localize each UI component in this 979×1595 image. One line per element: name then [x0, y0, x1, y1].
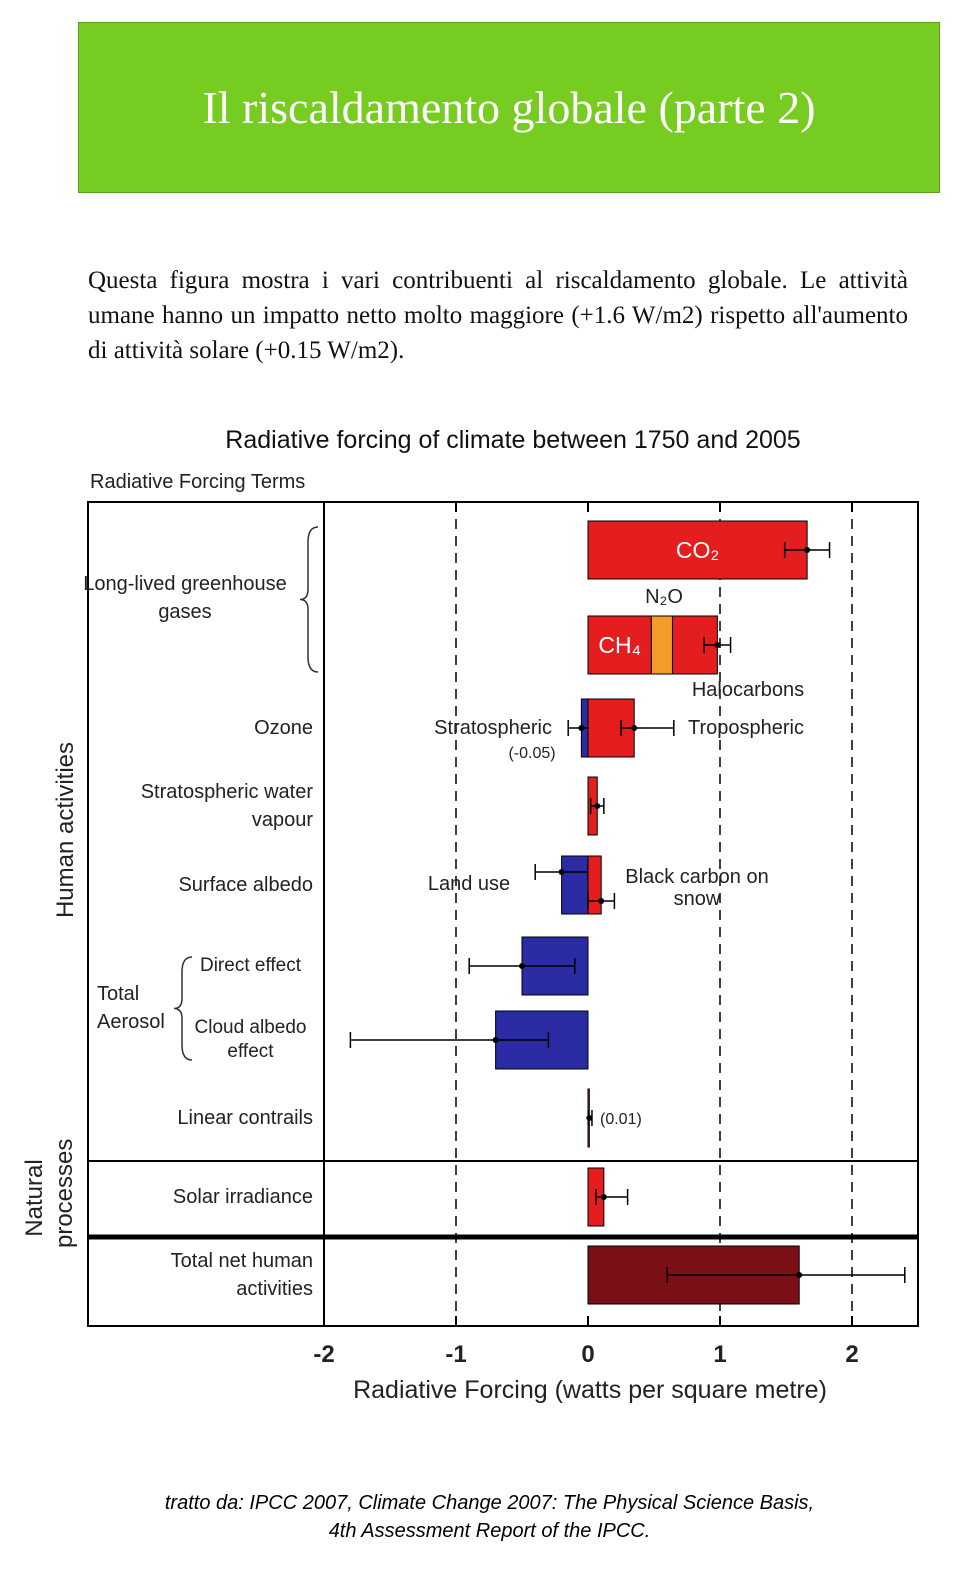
error-bar	[586, 1110, 593, 1126]
x-tick-label: 0	[581, 1341, 595, 1368]
bar-label: Land use	[427, 873, 511, 895]
error-bar-part	[600, 1194, 607, 1200]
bar-label: Stratospheric	[434, 717, 552, 739]
bar	[587, 615, 652, 675]
bar-label: Black carbon on snow	[625, 866, 769, 910]
group-label: Long-lived greenhouse gases	[83, 573, 287, 623]
error-bar	[666, 1267, 906, 1283]
error-bar	[589, 798, 605, 814]
x-tick-label: 1	[713, 1341, 727, 1368]
error-bar-part	[714, 642, 721, 648]
x-tick-label: -1	[445, 1341, 467, 1368]
x-tick-label: 2	[845, 1341, 859, 1368]
error-bar	[595, 1189, 629, 1205]
error-bar-part	[558, 869, 565, 875]
error-bar	[620, 720, 675, 736]
bar	[587, 855, 602, 915]
value-label: (0.01)	[600, 1111, 642, 1128]
error-bar-part	[578, 725, 585, 731]
row-label: Direct effect	[199, 955, 302, 976]
error-bar-part	[631, 725, 638, 731]
section-label: Natural processes	[21, 1138, 78, 1248]
chart-title: Radiative forcing of climate between 175…	[225, 426, 801, 454]
brace	[173, 956, 193, 1061]
footer-line: tratto da: IPCC 2007, Climate Change 200…	[164, 1492, 815, 1514]
error-bar	[587, 893, 616, 909]
section-label: Human activities	[52, 741, 79, 919]
bar-label: CO₂	[675, 537, 720, 563]
bar	[587, 520, 808, 580]
row-label: Surface albedo	[178, 874, 313, 896]
error-bar-part	[594, 803, 601, 809]
error-bar-part	[804, 547, 811, 553]
row-label: Cloud albedo effect	[194, 1017, 307, 1062]
bar-label: CH₄	[598, 632, 641, 658]
error-bar-part	[519, 963, 525, 969]
error-bar	[783, 542, 831, 558]
body-text: Questa figura mostra i vari contribuenti…	[88, 267, 908, 364]
row-label: Ozone	[254, 717, 313, 739]
chart-subtitle: Radiative Forcing Terms	[90, 471, 306, 493]
error-bar-part	[492, 1037, 499, 1043]
row-label: Linear contrails	[177, 1107, 313, 1129]
row-label: Total net human activities	[170, 1250, 313, 1300]
error-bar	[349, 1032, 550, 1048]
row-label: Solar irradiance	[172, 1186, 313, 1208]
row-label: Stratospheric water vapour	[140, 781, 313, 831]
brace	[299, 526, 319, 673]
bar-label: N₂O	[645, 586, 683, 608]
footer-line: 4th Assessment Report of the IPCC.	[328, 1520, 651, 1542]
value-label: (-0.05)	[508, 745, 556, 762]
bar-label: Halocarbons	[691, 679, 805, 701]
error-bar-part	[598, 898, 605, 904]
group-label: Total Aerosol	[97, 983, 165, 1033]
bar-label: Tropospheric	[688, 717, 804, 739]
x-tick-label: -2	[313, 1341, 335, 1368]
bar	[650, 615, 673, 675]
error-bar	[703, 637, 732, 653]
error-bar-part	[586, 1115, 593, 1121]
header: Il riscaldamento globale (parte 2)	[78, 22, 940, 193]
plot-frame	[87, 501, 919, 1327]
error-bar-part	[796, 1272, 803, 1278]
bar	[561, 855, 589, 915]
error-bar	[468, 958, 576, 974]
x-axis-label: Radiative Forcing (watts per square metr…	[353, 1376, 827, 1404]
title: Il riscaldamento globale (parte 2)	[202, 82, 816, 133]
